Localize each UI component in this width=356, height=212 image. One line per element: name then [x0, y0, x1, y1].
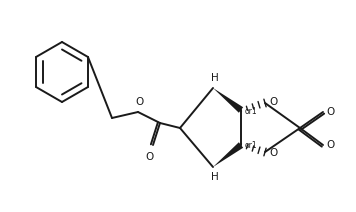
Text: or1: or1	[245, 141, 258, 151]
Text: O: O	[326, 107, 334, 117]
Polygon shape	[213, 142, 243, 167]
Text: O: O	[326, 140, 334, 150]
Text: H: H	[211, 172, 219, 182]
Text: O: O	[269, 148, 277, 158]
Text: O: O	[146, 152, 154, 162]
Polygon shape	[213, 88, 243, 113]
Text: H: H	[211, 73, 219, 83]
Text: O: O	[136, 97, 144, 107]
Text: O: O	[269, 97, 277, 107]
Text: or1: or1	[245, 106, 258, 116]
